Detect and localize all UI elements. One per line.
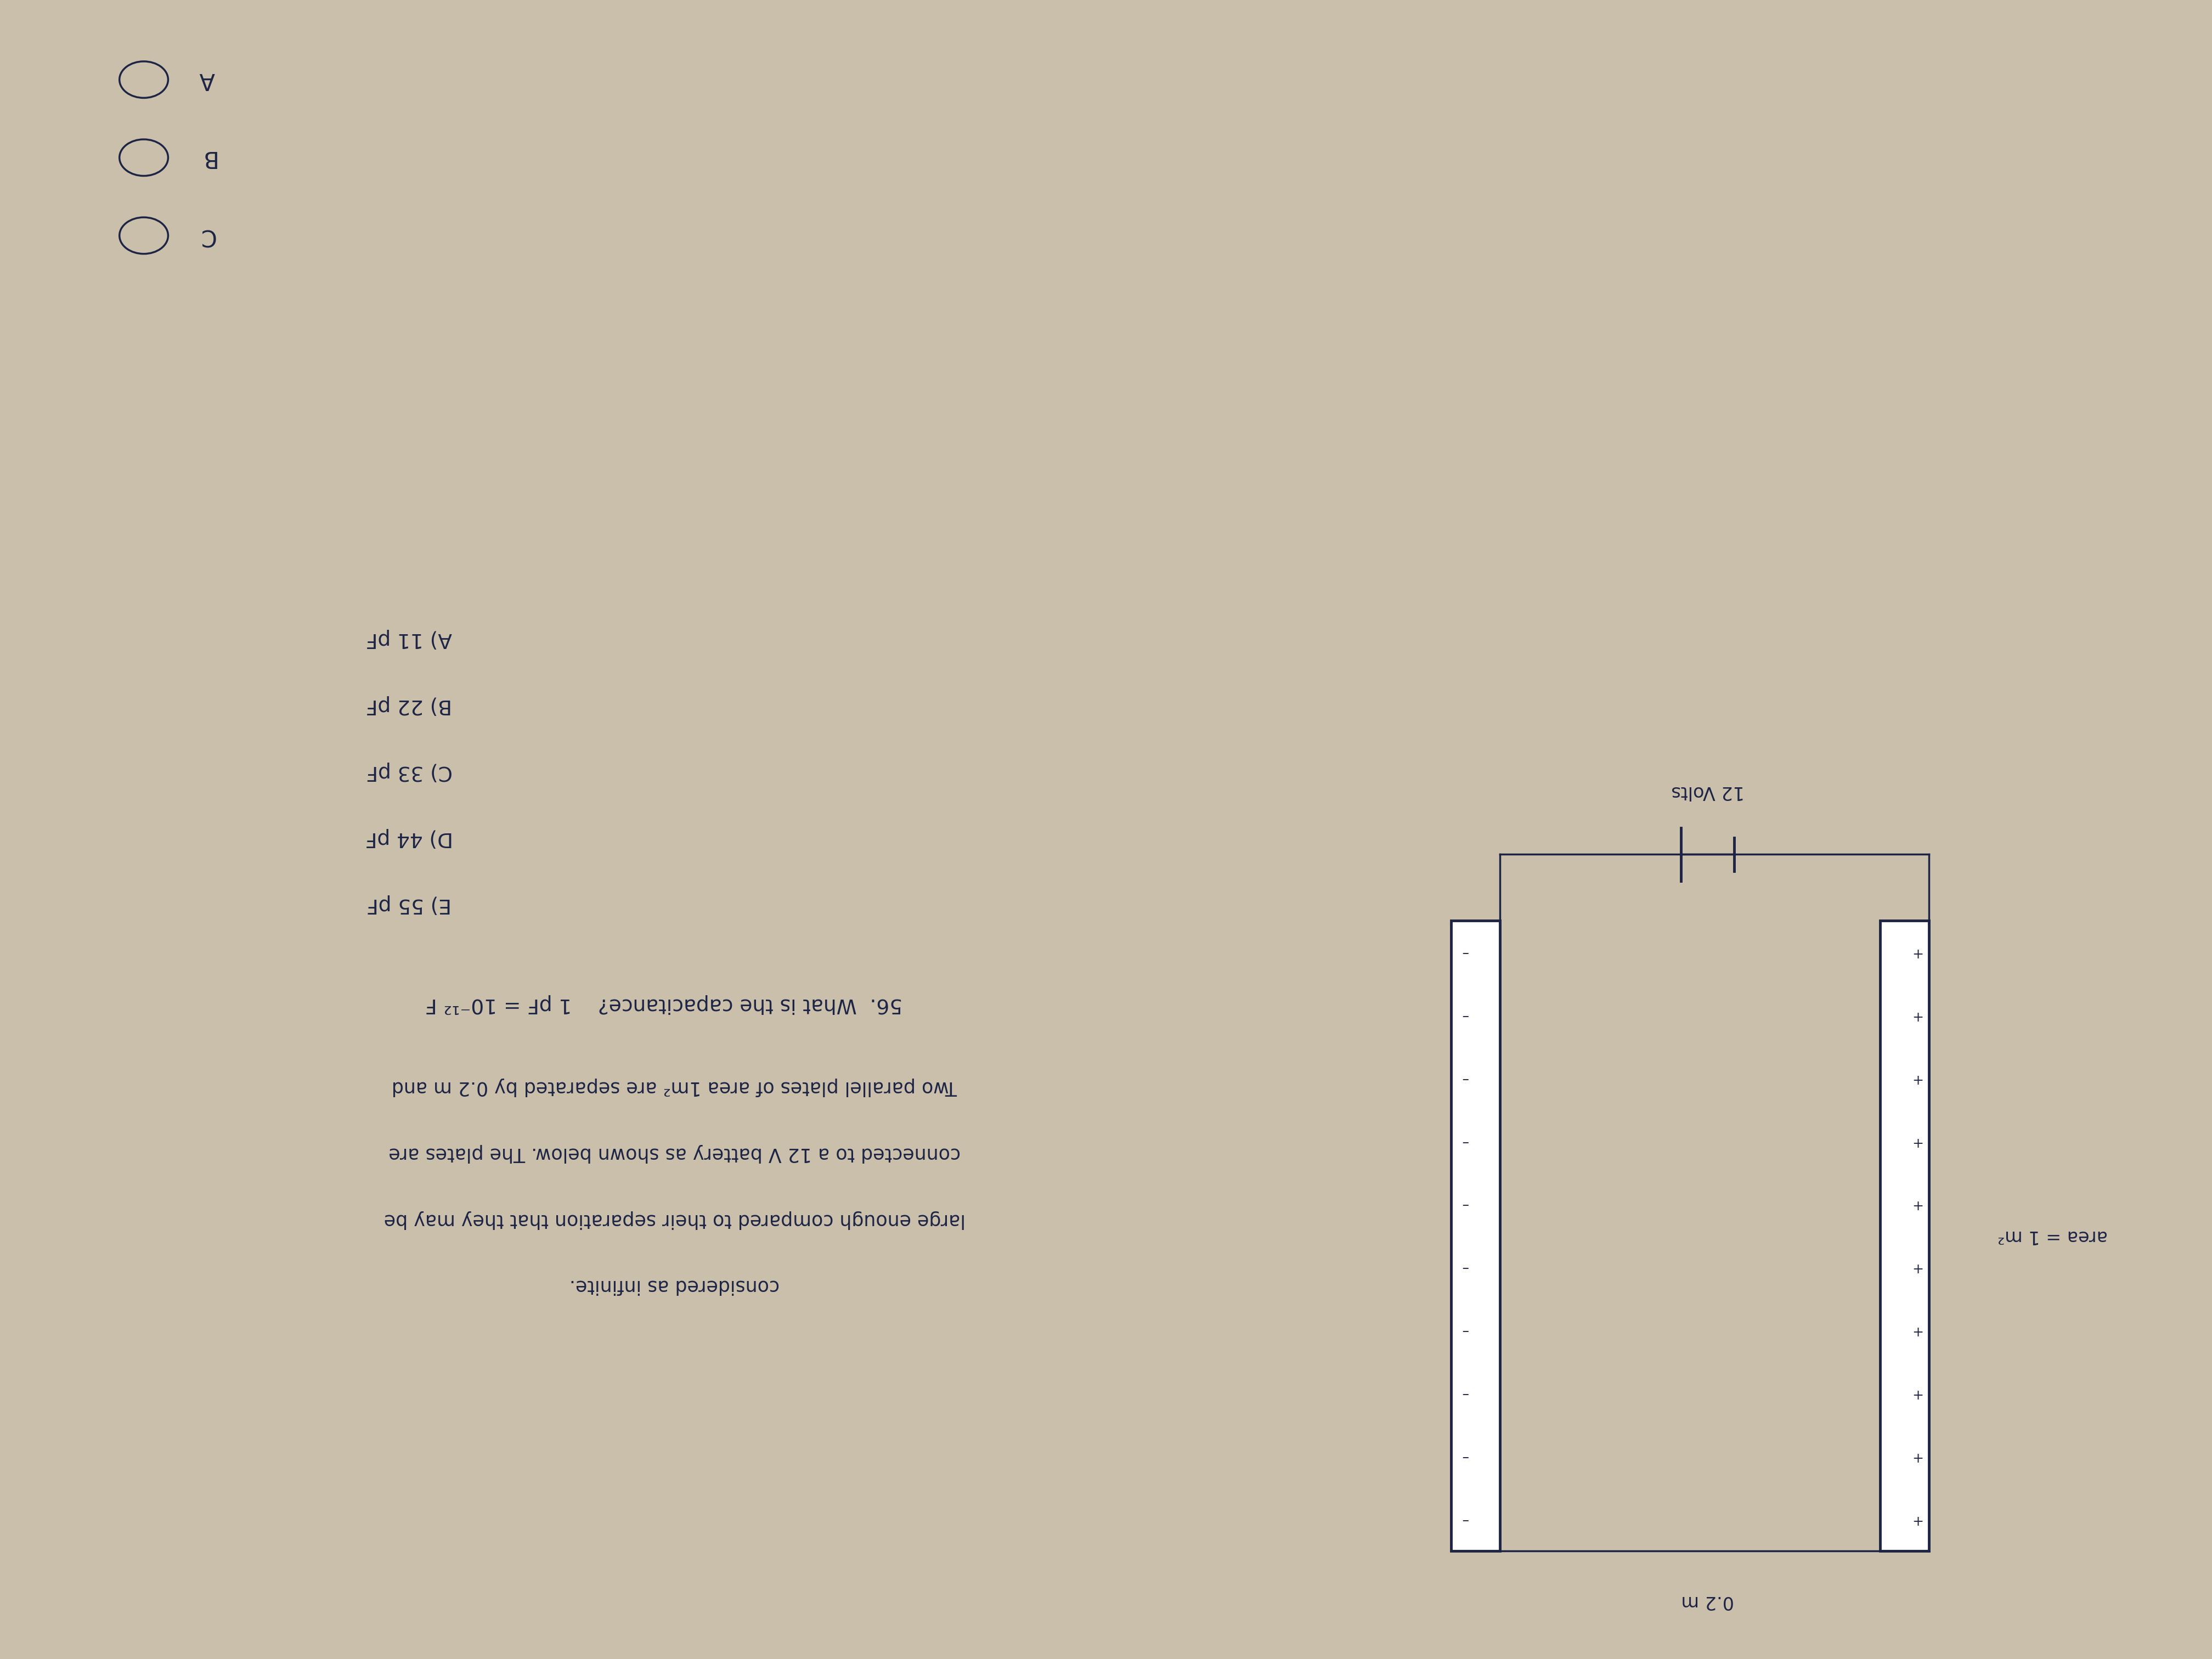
Text: B: B bbox=[199, 146, 215, 169]
Text: D) 44 pF: D) 44 pF bbox=[365, 828, 453, 848]
Text: area = 1 m²: area = 1 m² bbox=[1997, 1228, 2108, 1244]
Text: –: – bbox=[1460, 1198, 1469, 1211]
Text: 12 Volts: 12 Volts bbox=[1670, 783, 1745, 800]
Text: +: + bbox=[1909, 946, 1922, 959]
Text: B) 22 pF: B) 22 pF bbox=[367, 695, 451, 715]
Text: +: + bbox=[1909, 1261, 1922, 1274]
Text: –: – bbox=[1460, 1261, 1469, 1274]
Text: A: A bbox=[199, 68, 215, 91]
Text: 0.2 m: 0.2 m bbox=[1681, 1593, 1734, 1609]
Text: +: + bbox=[1909, 1009, 1922, 1022]
Text: connected to a 12 V battery as shown below. The plates are: connected to a 12 V battery as shown bel… bbox=[389, 1143, 960, 1163]
Text: +: + bbox=[1909, 1324, 1922, 1337]
Text: +: + bbox=[1909, 1387, 1922, 1400]
Text: A) 11 pF: A) 11 pF bbox=[367, 629, 451, 649]
Text: 56.  What is the capacitance?    1 pF = 10⁻¹² F: 56. What is the capacitance? 1 pF = 10⁻¹… bbox=[425, 994, 902, 1014]
Text: –: – bbox=[1460, 1324, 1469, 1337]
Text: considered as infinite.: considered as infinite. bbox=[568, 1276, 781, 1296]
Text: large enough compared to their separation that they may be: large enough compared to their separatio… bbox=[385, 1209, 964, 1229]
Text: –: – bbox=[1460, 1387, 1469, 1400]
Text: –: – bbox=[1460, 1513, 1469, 1526]
Text: +: + bbox=[1909, 1198, 1922, 1211]
Text: +: + bbox=[1909, 1513, 1922, 1526]
Text: +: + bbox=[1909, 1072, 1922, 1085]
Text: –: – bbox=[1460, 1135, 1469, 1148]
Text: E) 55 pF: E) 55 pF bbox=[367, 894, 451, 914]
Text: Two parallel plates of area 1m² are separated by 0.2 m and: Two parallel plates of area 1m² are sepa… bbox=[392, 1077, 958, 1097]
Text: –: – bbox=[1460, 1072, 1469, 1085]
Text: +: + bbox=[1909, 1450, 1922, 1463]
Text: –: – bbox=[1460, 946, 1469, 959]
Bar bbox=[1451, 921, 1500, 1551]
Text: C) 33 pF: C) 33 pF bbox=[365, 761, 453, 781]
Text: C: C bbox=[199, 224, 215, 247]
Text: –: – bbox=[1460, 1450, 1469, 1463]
Text: +: + bbox=[1909, 1135, 1922, 1148]
Bar bbox=[1880, 921, 1929, 1551]
Text: –: – bbox=[1460, 1009, 1469, 1022]
